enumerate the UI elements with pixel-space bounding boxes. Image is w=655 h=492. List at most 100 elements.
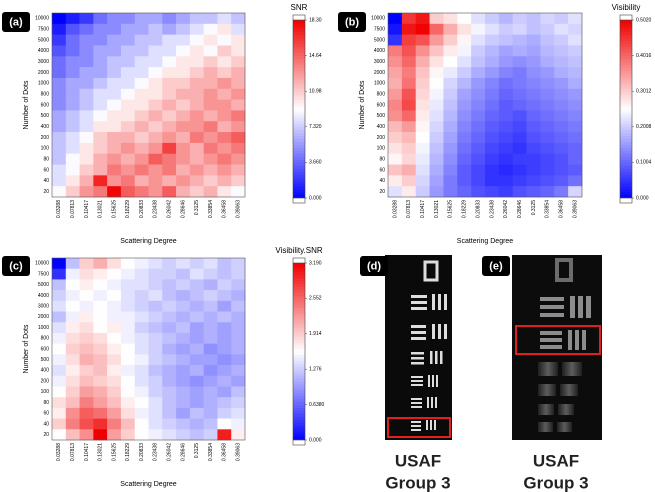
heatmap-cell [148, 429, 163, 441]
heatmap-cell [540, 110, 555, 122]
heatmap-cell [388, 13, 403, 25]
heatmap-cell [554, 186, 569, 198]
colorbar-cap [292, 197, 306, 204]
heatmap-cell [457, 88, 472, 100]
colorbar-step [620, 129, 632, 134]
y-axis-label: Number of Dots [23, 324, 30, 374]
heatmap-cell [189, 418, 204, 430]
colorbar-step [293, 401, 305, 405]
colorbar-cap [292, 14, 306, 21]
heatmap-cell [203, 164, 218, 176]
heatmap-cell [203, 386, 218, 398]
heatmap-cell [93, 258, 108, 270]
colorbar-step [620, 20, 632, 24]
colorbar-step [293, 153, 305, 157]
y-tick-label: 5000 [38, 282, 49, 288]
colorbar-step [293, 360, 305, 364]
colorbar-step [293, 428, 305, 432]
colorbar-step [620, 49, 632, 54]
colorbar-tick-label: 10.98 [309, 89, 322, 95]
heatmap-cell [134, 332, 149, 344]
heatmap-cell [189, 13, 204, 25]
colorbar-title: Visibility [612, 3, 641, 12]
colorbar-tick-label: 0.3012 [636, 89, 652, 95]
colorbar-step [293, 168, 305, 172]
heatmap-cell [134, 300, 149, 312]
heatmap-cell [401, 142, 417, 155]
y-tick-label: 800 [41, 92, 50, 98]
heatmap-cell [148, 354, 163, 366]
heatmap-cell [231, 418, 246, 430]
colorbar-step [293, 369, 305, 373]
heatmap-cell [498, 99, 514, 111]
colorbar-step [293, 141, 305, 145]
heatmap-cell [401, 132, 417, 144]
y-tick-label: 800 [41, 336, 50, 342]
heatmap-cell [429, 132, 444, 144]
x-tick-label: 0.3125 [531, 200, 537, 216]
heatmap-cell [189, 332, 204, 344]
heatmap-cell [148, 375, 163, 387]
heatmap-cell [148, 418, 163, 430]
heatmap-cell [148, 67, 163, 79]
heatmap-cell [189, 34, 204, 46]
heatmap-cell [443, 13, 458, 25]
heatmap-cell [231, 386, 246, 398]
y-tick-label: 60 [43, 167, 49, 173]
heatmap-cell [162, 99, 177, 111]
heatmap-cell [120, 268, 136, 280]
y-tick-label: 500 [41, 113, 50, 119]
heatmap-cell [512, 110, 527, 122]
colorbar-step [293, 103, 305, 107]
heatmap-cell [429, 186, 444, 198]
colorbar-step [293, 354, 305, 358]
colorbar-cap [619, 14, 633, 21]
heatmap-cell [134, 354, 149, 366]
x-tick-label: 0.28646 [517, 200, 523, 218]
heatmap-cell [388, 153, 403, 165]
colorbar-step [620, 76, 632, 80]
heatmap-cell [485, 186, 500, 198]
colorbar-step [620, 117, 632, 122]
heatmap-cell [485, 56, 500, 68]
heatmap-cell [485, 175, 500, 187]
panel-label: (a) [9, 16, 23, 28]
heatmap-cell [65, 300, 80, 312]
y-tick-label: 7500 [38, 271, 49, 277]
y-tick-label: 5000 [38, 37, 49, 43]
heatmap-cell [217, 343, 232, 355]
heatmap-cell [93, 365, 108, 377]
heatmap-cell [176, 132, 191, 144]
colorbar-step [293, 37, 305, 42]
heatmap-cell [148, 268, 163, 280]
x-tick-label: 0.07813 [406, 200, 412, 218]
heatmap-cell [162, 322, 177, 334]
heatmap-cell [217, 77, 232, 90]
heatmap-cell [79, 300, 94, 312]
heatmap-cell [107, 375, 122, 387]
heatmap-cell [388, 186, 403, 198]
heatmap-cell [231, 407, 246, 419]
heatmap-cell [471, 121, 486, 133]
colorbar-step [620, 73, 632, 77]
heatmap-cell [176, 121, 191, 133]
heatmap-cell [176, 322, 191, 334]
heatmap-cell [217, 279, 232, 291]
heatmap-cell [217, 397, 232, 409]
heatmap-cell [52, 23, 67, 35]
colorbar-step [620, 159, 632, 163]
colorbar-tick-label: 2.552 [309, 296, 322, 302]
heatmap-cell [388, 99, 403, 111]
heatmap-cell [498, 77, 514, 90]
colorbar-step [293, 189, 305, 193]
heatmap-cell [162, 67, 177, 79]
heatmap-cell [415, 142, 430, 155]
image-bg [385, 255, 452, 440]
x-tick-label: 0.07813 [70, 443, 76, 461]
colorbar-step [293, 52, 305, 56]
heatmap-cell [65, 175, 80, 187]
panel-label-box [2, 256, 30, 276]
heatmap-cell [231, 258, 246, 270]
heatmap-cell [107, 110, 122, 122]
